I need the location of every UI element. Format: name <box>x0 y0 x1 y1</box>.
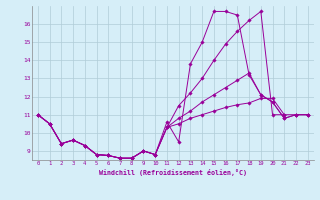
X-axis label: Windchill (Refroidissement éolien,°C): Windchill (Refroidissement éolien,°C) <box>99 169 247 176</box>
